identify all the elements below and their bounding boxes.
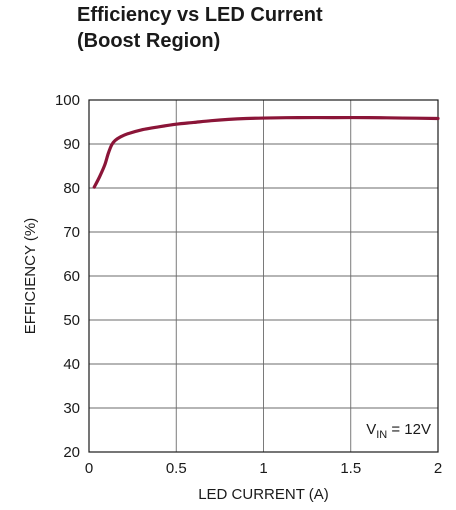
vin-annotation-rest: = 12V — [387, 421, 431, 438]
chart-title: Efficiency vs LED Current (Boost Region) — [77, 2, 323, 54]
x-tick-label: 0.5 — [166, 460, 187, 477]
y-tick-label: 80 — [63, 180, 80, 197]
chart-title-line-1: Efficiency vs LED Current — [77, 4, 323, 26]
plot-frame — [88, 99, 439, 453]
series-line-efficiency — [92, 115, 440, 189]
y-tick-label: 60 — [63, 268, 80, 285]
x-tick-label: 1.5 — [340, 460, 361, 477]
y-tick-label: 70 — [63, 224, 80, 241]
chart-title-line-2: (Boost Region) — [77, 30, 221, 52]
y-tick-labels: 20 30 40 50 60 70 80 90 100 — [55, 92, 80, 461]
x-axis-label: LED CURRENT (A) — [198, 486, 329, 503]
vin-annotation: VIN = 12V — [366, 421, 431, 441]
y-tick-label: 30 — [63, 400, 80, 417]
y-tick-label: 40 — [63, 356, 80, 373]
vin-annotation-main: V — [366, 421, 376, 438]
y-axis-label: EFFICIENCY (%) — [22, 218, 39, 334]
x-tick-label: 2 — [434, 460, 442, 477]
vin-annotation-sub: IN — [376, 429, 387, 441]
grid — [89, 100, 438, 452]
x-tick-label: 1 — [259, 460, 267, 477]
y-tick-label: 100 — [55, 92, 80, 109]
x-tick-labels: 0 0.5 1 1.5 2 — [85, 460, 442, 477]
y-tick-label: 90 — [63, 136, 80, 153]
y-tick-label: 50 — [63, 312, 80, 329]
x-tick-label: 0 — [85, 460, 93, 477]
y-tick-label: 20 — [63, 444, 80, 461]
